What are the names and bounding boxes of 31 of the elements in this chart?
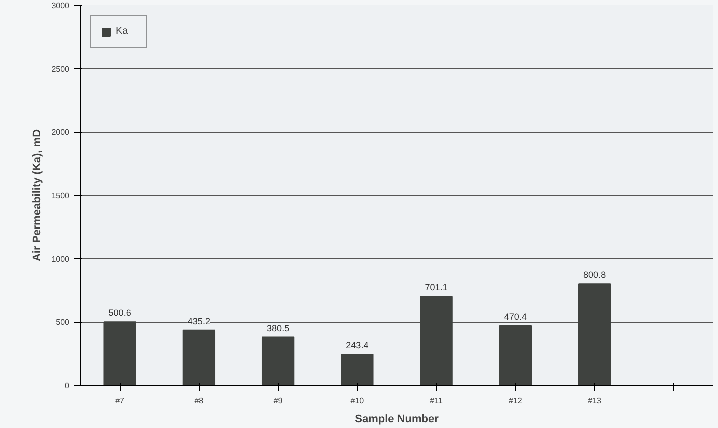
y-tick-label: 1000 xyxy=(52,254,70,264)
bar xyxy=(341,354,374,386)
x-tick-label: #12 xyxy=(509,396,523,406)
bar xyxy=(420,296,453,386)
y-tick-label: 1500 xyxy=(52,192,70,200)
data-label: 470.4 xyxy=(504,312,527,322)
x-tick-label: #11 xyxy=(430,396,444,406)
data-label: 500.6 xyxy=(108,308,132,318)
bar xyxy=(499,325,532,386)
y-tick-label: 3000 xyxy=(52,2,70,10)
x-tick-label: #7 xyxy=(116,396,126,406)
y-axis-title: Air Permeability (Ka), mD xyxy=(32,129,44,262)
data-label: 435.2 xyxy=(188,316,210,326)
data-label: 243.4 xyxy=(346,340,369,351)
data-label: 800.8 xyxy=(584,270,606,280)
x-tick-label: #9 xyxy=(274,396,284,406)
bar xyxy=(578,284,612,386)
y-tick-label: 2500 xyxy=(52,64,70,74)
legend-label: Ka xyxy=(116,26,130,37)
x-axis-title: Sample Number xyxy=(355,414,440,426)
bar xyxy=(104,322,136,386)
bar xyxy=(262,336,295,386)
data-label: 380.5 xyxy=(267,323,290,334)
x-tick-label: #10 xyxy=(350,396,365,406)
bar xyxy=(182,330,216,386)
y-tick-label: 2000 xyxy=(52,128,70,138)
x-tick-label: #8 xyxy=(194,396,204,406)
x-tick-label: #13 xyxy=(588,396,602,406)
y-tick-label: 0 xyxy=(65,382,70,390)
data-label: 701.1 xyxy=(425,282,448,293)
y-tick-label: 500 xyxy=(56,318,70,328)
